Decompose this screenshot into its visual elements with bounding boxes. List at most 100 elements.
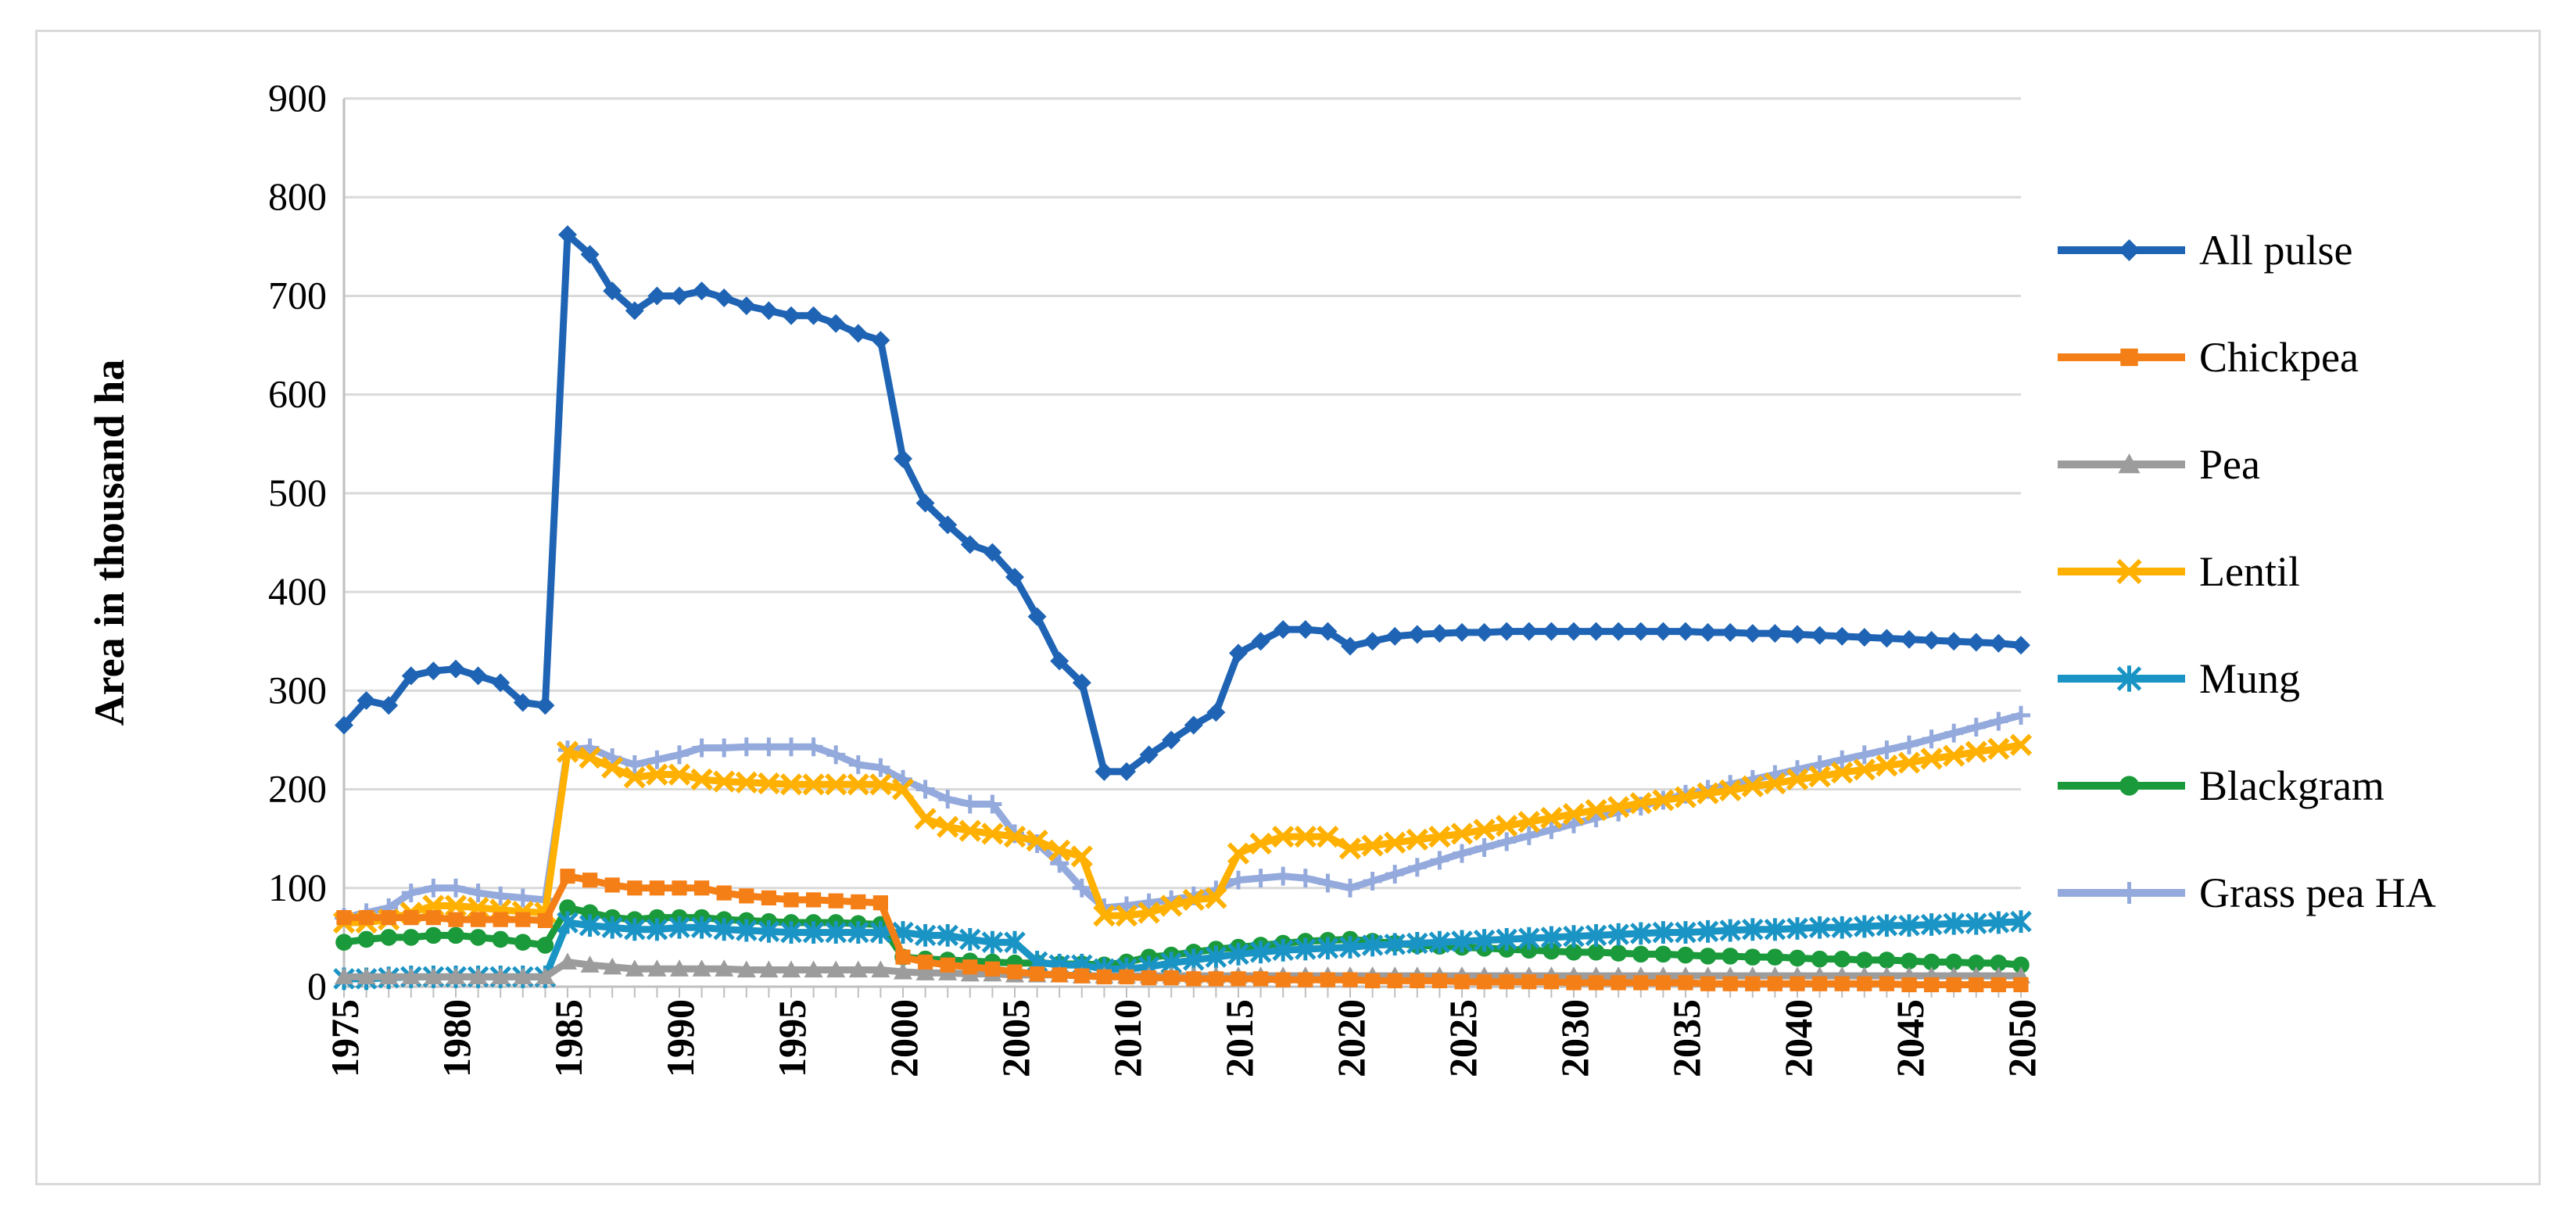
data-point-chickpea	[493, 912, 508, 927]
data-point-grass-pea-ha	[468, 883, 488, 903]
data-point-lentil	[735, 771, 758, 794]
data-point-lentil	[1294, 826, 1317, 848]
data-point-grass-pea-ha	[647, 750, 667, 769]
data-point-chickpea	[828, 893, 844, 909]
data-point-chickpea	[962, 959, 978, 975]
data-point-grass-pea-ha	[1788, 760, 1807, 780]
data-point-chickpea	[627, 880, 643, 896]
data-point-grass-pea-ha	[1385, 865, 1405, 884]
data-point-mung	[1831, 916, 1853, 939]
data-point-mung	[1920, 913, 1943, 936]
data-point-mung	[690, 916, 713, 939]
legend-item-mung: Mung	[2058, 655, 2300, 702]
data-point-all-pulse	[938, 515, 958, 535]
data-point-all-pulse	[356, 690, 376, 710]
data-point-blackgram	[1789, 949, 1806, 967]
series-line-mung	[344, 918, 2022, 983]
data-point-pea	[736, 960, 756, 978]
legend-label-grass-pea-ha: Grass pea HA	[2199, 869, 2436, 916]
data-point-all-pulse	[1318, 622, 1338, 641]
data-point-all-pulse	[1519, 622, 1539, 641]
data-point-all-pulse	[1765, 624, 1785, 643]
data-point-all-pulse	[1206, 703, 1226, 722]
data-point-chickpea	[1767, 976, 1782, 991]
data-point-blackgram	[1856, 952, 1873, 969]
data-point-pea	[715, 959, 734, 977]
series-all-pulse	[335, 225, 2030, 781]
data-point-mung	[1696, 919, 1719, 943]
data-point-all-pulse	[580, 245, 600, 264]
data-point-grass-pea-ha	[1117, 896, 1136, 916]
data-point-grass-pea-ha	[692, 738, 711, 758]
data-point-grass-pea-ha	[1363, 871, 1382, 891]
x-tick-label: 1985	[546, 999, 590, 1077]
data-point-lentil	[444, 894, 468, 917]
data-point-blackgram	[1968, 954, 1985, 972]
data-point-lentil	[914, 808, 937, 830]
data-point-lentil	[1406, 828, 1428, 851]
data-point-chickpea	[1365, 973, 1381, 989]
data-point-all-pulse	[1698, 622, 1718, 642]
data-point-lentil	[1920, 747, 1943, 770]
data-point-mung	[981, 930, 1004, 954]
data-point-pea	[536, 967, 555, 984]
data-point-pea	[647, 959, 667, 977]
data-point-mung	[1473, 929, 1496, 952]
data-point-lentil	[869, 773, 892, 796]
series-grass-pea-ha	[335, 705, 2030, 927]
data-point-blackgram	[425, 926, 442, 944]
data-point-grass-pea-ha	[1519, 826, 1539, 845]
legend-label-chickpea: Chickpea	[2199, 334, 2359, 381]
data-point-all-pulse	[468, 666, 488, 686]
data-point-chickpea	[359, 910, 374, 926]
y-tick-label: 600	[268, 372, 327, 416]
data-point-chickpea	[851, 894, 866, 910]
data-point-all-pulse	[1474, 622, 1494, 642]
data-point-blackgram	[492, 930, 509, 948]
data-point-chickpea	[1678, 975, 1693, 991]
data-point-lentil	[1003, 826, 1026, 848]
data-point-all-pulse	[1676, 622, 1695, 641]
data-point-chickpea	[1633, 975, 1649, 991]
data-point-all-pulse	[1966, 633, 1986, 652]
data-point-mung	[1563, 925, 1585, 948]
data-point-mung	[1451, 930, 1473, 953]
data-point-all-pulse	[1922, 630, 1941, 650]
data-point-all-pulse	[1743, 624, 1762, 643]
data-point-grass-pea-ha	[1050, 854, 1069, 873]
data-point-pea	[379, 967, 399, 984]
y-tick-label: 900	[268, 76, 327, 120]
data-point-lentil	[981, 823, 1004, 845]
data-point-all-pulse	[536, 696, 555, 715]
data-point-mung	[1987, 911, 2010, 934]
data-point-all-pulse	[1453, 622, 1471, 642]
data-point-mung	[1406, 932, 1428, 955]
series-line-all-pulse	[341, 231, 2022, 776]
data-point-lentil	[1517, 811, 1540, 833]
data-point-mung	[1898, 914, 1920, 937]
x-tick-label: 2045	[1888, 999, 1932, 1077]
data-point-grass-pea-ha	[1453, 844, 1471, 863]
data-point-mung	[1742, 918, 1764, 941]
data-point-mung	[825, 921, 847, 944]
data-point-chickpea	[1857, 976, 1872, 991]
data-point-pea	[446, 967, 465, 984]
data-point-all-pulse	[1497, 622, 1517, 641]
data-point-grass-pea-ha	[625, 755, 644, 774]
data-point-all-pulse	[1274, 620, 1293, 640]
data-point-chickpea	[1969, 977, 1984, 993]
data-point-mung	[1607, 923, 1629, 946]
data-point-pea	[558, 952, 577, 970]
data-point-lentil	[825, 773, 847, 796]
data-point-chickpea	[872, 895, 888, 911]
data-point-chickpea	[1566, 975, 1582, 991]
data-point-grass-pea-ha	[894, 769, 912, 789]
data-point-all-pulse	[401, 666, 421, 686]
data-point-grass-pea-ha	[491, 886, 511, 905]
data-point-chickpea	[783, 892, 799, 908]
data-point-mung	[1808, 916, 1831, 939]
data-point-blackgram	[1744, 948, 1761, 966]
data-point-mung	[1317, 937, 1339, 960]
data-point-grass-pea-ha	[1274, 866, 1293, 886]
data-point-all-pulse	[894, 449, 912, 468]
